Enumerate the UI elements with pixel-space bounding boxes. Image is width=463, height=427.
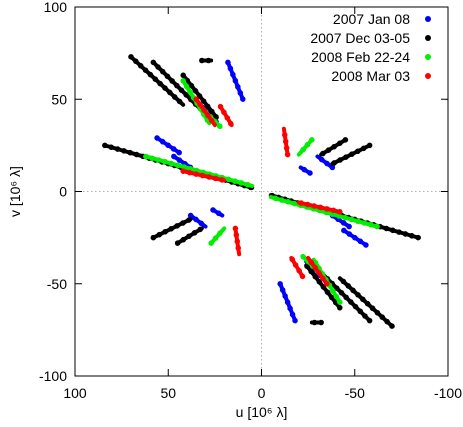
legend-marker — [425, 16, 431, 22]
uv-track-core — [188, 213, 208, 229]
uv-track-core — [151, 60, 202, 111]
legend-label: 2008 Feb 22-24 — [311, 49, 410, 65]
uv-track-core — [296, 200, 342, 214]
uv-track-core — [306, 255, 329, 286]
uv-track-core — [337, 276, 395, 329]
uv-track-core — [321, 272, 372, 323]
axis-ticks — [74, 6, 449, 377]
uv-track-core — [155, 135, 182, 155]
zero-lines — [75, 7, 448, 376]
legend: 2007 Jan 08 2007 Dec 03-05 2008 Feb 22-24 2… — [310, 11, 431, 84]
y-tick-label: -100 — [39, 368, 67, 384]
uv-track-core — [143, 154, 255, 188]
uv-track-core — [289, 255, 305, 279]
legend-marker — [425, 73, 431, 79]
uv-track-core — [128, 54, 186, 107]
uv-track-core — [330, 143, 372, 166]
x-tick-label: 100 — [63, 385, 87, 401]
y-tick-label: -50 — [47, 276, 67, 292]
x-tick-label: -50 — [345, 385, 365, 401]
uv-track-core — [315, 154, 335, 170]
x-tick-label: 50 — [160, 385, 176, 401]
uv-track-core — [296, 137, 314, 157]
uv-track-core — [298, 165, 312, 176]
legend-label: 2008 Mar 03 — [331, 68, 410, 84]
uv-track-core — [278, 281, 298, 323]
x-tick-label: -100 — [434, 385, 462, 401]
uv-track-core — [194, 97, 217, 128]
uv-track-core — [268, 195, 380, 229]
uv-track-core — [281, 126, 290, 157]
series-3 — [180, 96, 343, 287]
uv-track-core — [151, 217, 193, 240]
uv-track-core — [211, 207, 225, 218]
uv-track-core — [181, 169, 227, 183]
uv-track-core — [209, 226, 227, 246]
tick-labels: 100 50 0 -50 -100 -100 -50 0 50 100 — [39, 0, 462, 401]
y-axis-title: v [10⁶ λ] — [7, 166, 23, 217]
uv-track-core — [341, 228, 368, 248]
y-tick-label: 0 — [59, 184, 67, 200]
uv-track-core — [233, 226, 242, 257]
legend-marker — [425, 54, 431, 60]
uv-track-core — [171, 154, 193, 170]
uv-track-core — [304, 263, 342, 310]
uv-track-core — [330, 213, 352, 229]
uv-track-core — [218, 104, 234, 128]
uv-track-core — [319, 137, 348, 157]
uv-track-core — [175, 226, 204, 246]
uv-track-core — [225, 60, 245, 102]
legend-marker — [425, 35, 431, 41]
x-axis-title: u [10⁶ λ] — [236, 404, 288, 420]
data-layer — [102, 54, 421, 329]
x-tick-label: 0 — [258, 385, 266, 401]
y-tick-label: 100 — [44, 0, 68, 15]
y-tick-label: 50 — [51, 91, 67, 107]
legend-label: 2007 Jan 08 — [333, 11, 410, 27]
uv-track-core — [181, 73, 219, 120]
legend-label: 2007 Dec 03-05 — [310, 30, 410, 46]
